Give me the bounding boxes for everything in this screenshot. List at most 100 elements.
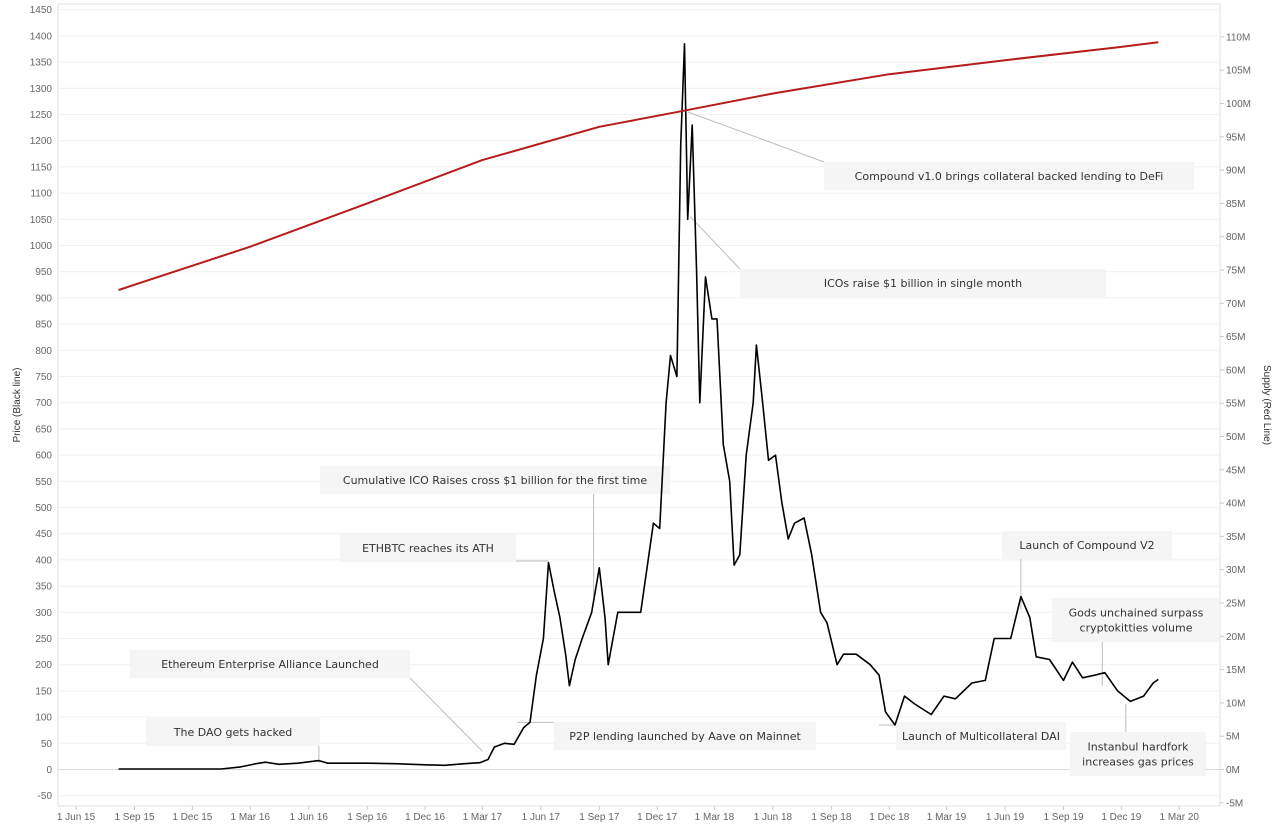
annotation: Launch of Compound V2 <box>1002 531 1172 610</box>
left-tick-label: -50 <box>38 791 53 802</box>
left-tick-label: 950 <box>35 267 52 278</box>
x-tick-label: 1 Jun 17 <box>522 812 561 823</box>
right-tick-label: 65M <box>1226 332 1245 343</box>
x-tick-label: 1 Jun 15 <box>57 812 96 823</box>
left-tick-label: 1250 <box>30 110 53 121</box>
right-tick-label: 110M <box>1226 32 1250 43</box>
price-line <box>118 43 1159 770</box>
right-tick-label: 50M <box>1226 432 1245 443</box>
x-tick-label: 1 Mar 18 <box>695 812 735 823</box>
x-tick-label: 1 Jun 18 <box>754 812 793 823</box>
annotation: Gods unchained surpass cryptokitties volu… <box>1052 598 1220 686</box>
right-tick-label: 10M <box>1226 698 1245 709</box>
left-tick-label: 550 <box>35 477 52 488</box>
right-tick-label: 20M <box>1226 632 1245 643</box>
x-tick-label: 1 Sep 19 <box>1043 812 1083 823</box>
right-tick-label: 80M <box>1226 232 1245 243</box>
annotation-box <box>896 722 1066 750</box>
right-tick-label: 25M <box>1226 599 1245 610</box>
x-tick-label: 1 Sep 15 <box>114 812 154 823</box>
annotation-leader-line <box>409 677 483 752</box>
left-tick-label: 450 <box>35 529 52 540</box>
annotation-box <box>130 650 410 678</box>
right-tick-label: 0M <box>1226 765 1240 776</box>
x-tick-label: 1 Jun 19 <box>986 812 1025 823</box>
annotation-text: increases gas prices <box>1082 756 1194 769</box>
right-tick-label: -5M <box>1226 798 1243 809</box>
annotation: Cumulative ICO Raises cross $1 billion f… <box>320 466 670 597</box>
annotation-leader-line <box>687 111 825 163</box>
left-axis: -50 0 50 100 150 200 250 300 350 400 450 500 550 600 6… <box>30 5 53 802</box>
annotation: Compound v1.0 brings collateral backed l… <box>687 111 1194 190</box>
left-tick-label: 1200 <box>30 136 53 147</box>
left-axis-title: Price (Black line) <box>12 367 23 442</box>
right-axis-title: Supply (Red Line) <box>1261 365 1272 445</box>
left-tick-label: 200 <box>35 660 52 671</box>
right-tick-label: 75M <box>1226 266 1245 277</box>
x-tick-label: 1 Mar 16 <box>230 812 270 823</box>
annotation-box <box>340 534 516 562</box>
x-tick-label: 1 Dec 16 <box>405 812 445 823</box>
left-tick-label: 800 <box>35 346 52 357</box>
annotation-box <box>320 466 670 494</box>
series-layer <box>118 41 1159 770</box>
right-tick-label: 60M <box>1226 365 1245 376</box>
x-axis: 1 Jun 15 1 Sep 15 1 Dec 15 1 Mar 16 1 Jun 16… <box>57 806 1199 823</box>
right-tick-label: 40M <box>1226 499 1245 510</box>
left-tick-label: 1050 <box>30 215 53 226</box>
annotation-leader-line <box>689 216 741 270</box>
annotation-text: Cumulative ICO Raises cross $1 billion f… <box>343 474 647 487</box>
annotation: The DAO gets hacked <box>146 718 320 764</box>
right-tick-label: 105M <box>1226 66 1251 77</box>
annotation: Launch of Multicollateral DAI <box>879 722 1066 750</box>
left-tick-label: 150 <box>35 686 52 697</box>
right-axis: -5M 0M 5M 10M 15M 20M 25M 30M 35M 40M 45M 50M 55M 60M… <box>1220 32 1251 809</box>
annotation: P2P lending launched by Aave on Mainnet <box>517 721 816 750</box>
left-tick-label: 650 <box>35 424 52 435</box>
annotations: Compound v1.0 brings collateral backed l… <box>130 111 1220 776</box>
annotation-text: P2P lending launched by Aave on Mainnet <box>569 730 801 743</box>
annotation-box <box>1052 598 1220 642</box>
x-tick-label: 1 Sep 16 <box>347 812 387 823</box>
right-tick-label: 95M <box>1226 132 1245 143</box>
x-tick-label: 1 Dec 18 <box>869 812 909 823</box>
left-tick-label: 1400 <box>30 31 53 42</box>
left-tick-label: 100 <box>35 713 52 724</box>
left-tick-label: 1000 <box>30 241 53 252</box>
annotation-box <box>1002 531 1172 559</box>
annotation-text: Launch of Multicollateral DAI <box>902 730 1060 743</box>
annotation-box <box>1070 732 1206 776</box>
left-tick-label: 1150 <box>30 162 52 173</box>
right-tick-label: 55M <box>1226 399 1245 410</box>
left-tick-label: 850 <box>35 320 52 331</box>
right-tick-label: 15M <box>1226 665 1245 676</box>
x-tick-label: 1 Dec 19 <box>1101 812 1141 823</box>
x-tick-label: 1 Sep 18 <box>811 812 851 823</box>
annotation-box <box>146 718 320 746</box>
right-tick-label: 70M <box>1226 299 1245 310</box>
right-tick-label: 35M <box>1226 532 1245 543</box>
left-tick-label: 400 <box>35 555 52 566</box>
annotation-text: cryptokitties volume <box>1080 622 1193 635</box>
right-tick-label: 30M <box>1226 565 1245 576</box>
left-tick-label: 1350 <box>30 58 53 69</box>
annotation-box <box>740 269 1106 297</box>
x-tick-label: 1 Jun 16 <box>290 812 329 823</box>
right-tick-label: 90M <box>1226 166 1245 177</box>
x-tick-label: 1 Mar 17 <box>463 812 503 823</box>
annotation-text: The DAO gets hacked <box>173 726 293 739</box>
x-tick-label: 1 Sep 17 <box>579 812 619 823</box>
plot-frame <box>57 3 1221 807</box>
left-tick-label: 50 <box>41 739 53 750</box>
left-tick-label: 900 <box>35 293 52 304</box>
annotation-text: Instanbul hardfork <box>1088 741 1190 754</box>
annotation-text: Launch of Compound V2 <box>1019 539 1154 552</box>
left-tick-label: 750 <box>35 372 52 383</box>
right-tick-label: 5M <box>1226 732 1240 743</box>
annotation-text: ETHBTC reaches its ATH <box>362 542 494 555</box>
left-tick-label: 500 <box>35 503 52 514</box>
left-tick-label: 0 <box>46 765 52 776</box>
left-tick-label: 1450 <box>30 5 53 16</box>
